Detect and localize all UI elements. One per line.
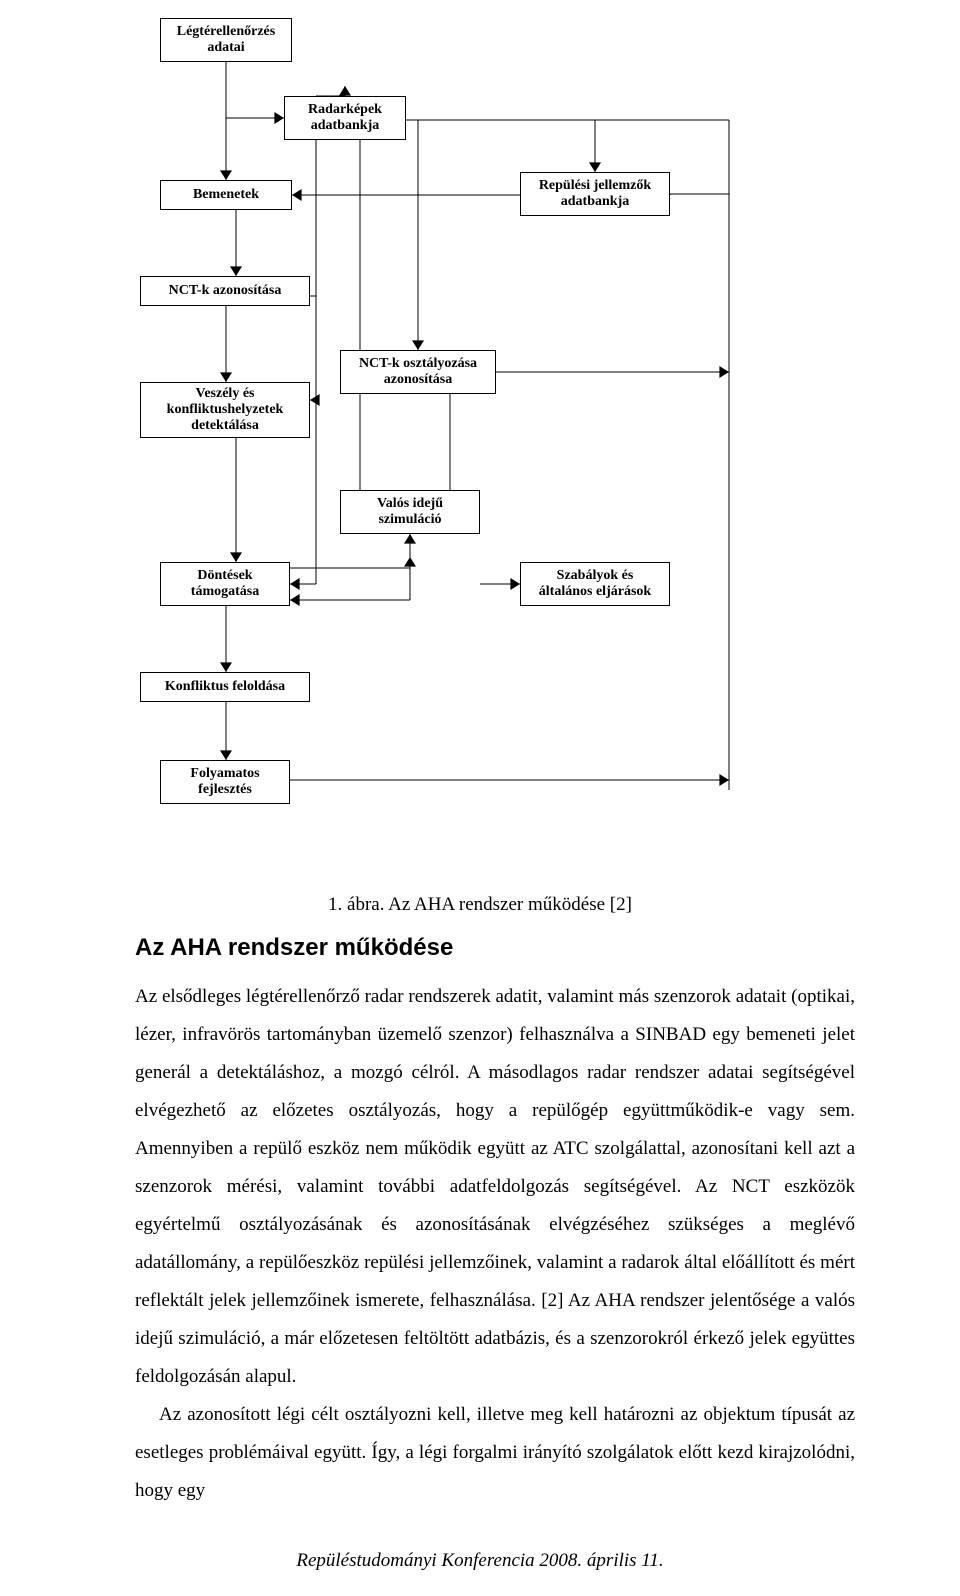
- node-dontesek: Döntések támogatása: [160, 562, 290, 606]
- page-footer: Repüléstudományi Konferencia 2008. ápril…: [0, 1550, 960, 1596]
- node-veszely: Veszély és konfliktushelyzetek detektálá…: [140, 382, 310, 438]
- section-title: Az AHA rendszer működése: [135, 934, 960, 962]
- node-repjel: Repülési jellemzők adatbankja: [520, 172, 670, 216]
- paragraph: Az elsődleges légtérellenőrző radar rend…: [135, 978, 855, 1396]
- node-folyam: Folyamatos fejlesztés: [160, 760, 290, 804]
- node-szabalyok: Szabályok és általános eljárások: [520, 562, 670, 606]
- node-radar: Radarképek adatbankja: [284, 96, 406, 140]
- node-valos: Valós idejű szimuláció: [340, 490, 480, 534]
- page: Légtérellenőrzés adatai Radarképek adatba…: [0, 0, 960, 1596]
- node-konfl: Konfliktus feloldása: [140, 672, 310, 702]
- node-nctazon: NCT-k azonosítása: [140, 276, 310, 306]
- node-bemenetek: Bemenetek: [160, 180, 292, 210]
- flowchart-edges: [0, 0, 960, 890]
- figure-caption: 1. ábra. Az AHA rendszer működése [2]: [0, 894, 960, 916]
- paragraph: Az azonosított légi célt osztályozni kel…: [135, 1396, 855, 1510]
- node-nctoszt: NCT-k osztályozása azonosítása: [340, 350, 496, 394]
- body-text: Az elsődleges légtérellenőrző radar rend…: [135, 978, 855, 1510]
- flowchart: Légtérellenőrzés adatai Radarképek adatba…: [0, 0, 960, 890]
- node-legter: Légtérellenőrzés adatai: [160, 18, 292, 62]
